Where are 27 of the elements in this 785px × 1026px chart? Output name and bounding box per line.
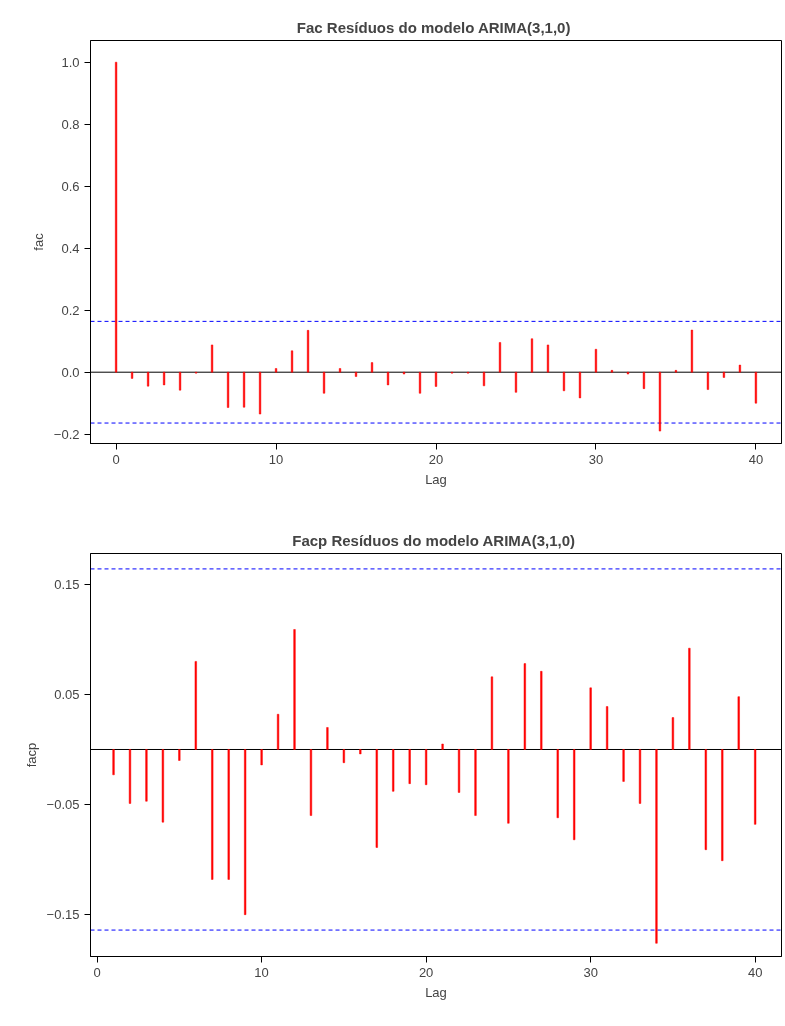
y-tick-label: 1.0 <box>61 54 80 70</box>
y-tick-label: 0.8 <box>61 116 80 132</box>
y-tick-label: −0.05 <box>46 797 80 813</box>
y-tick-label: 0.15 <box>54 576 80 592</box>
x-tick-label: 20 <box>428 451 444 467</box>
y-tick-label: 0.6 <box>61 178 80 194</box>
x-axis-title: Lag <box>425 471 447 487</box>
y-tick-label: 0.4 <box>61 240 80 256</box>
y-axis-title: facp <box>23 742 39 768</box>
y-tick-label: 0.2 <box>61 302 80 318</box>
y-tick-label: −0.2 <box>53 426 80 442</box>
chart-title: Fac Resíduos do modelo ARIMA(3,1,0) <box>296 18 571 36</box>
chart-title: Facp Resíduos do modelo ARIMA(3,1,0) <box>292 531 576 549</box>
x-axis-title: Lag <box>425 984 447 1000</box>
x-tick-label: 10 <box>254 964 269 980</box>
x-tick-label: 30 <box>588 451 604 467</box>
x-tick-label: 10 <box>268 451 284 467</box>
y-tick-label: 0.05 <box>54 686 80 702</box>
x-tick-label: 40 <box>747 964 763 980</box>
x-tick-label: 0 <box>93 964 101 980</box>
x-tick-label: 0 <box>112 451 120 467</box>
x-tick-label: 30 <box>583 964 598 980</box>
x-tick-label: 20 <box>418 964 434 980</box>
y-axis-title: fac <box>30 232 46 251</box>
x-tick-label: 40 <box>748 451 764 467</box>
y-tick-label: 0.0 <box>61 364 80 380</box>
y-tick-label: −0.15 <box>46 907 80 923</box>
